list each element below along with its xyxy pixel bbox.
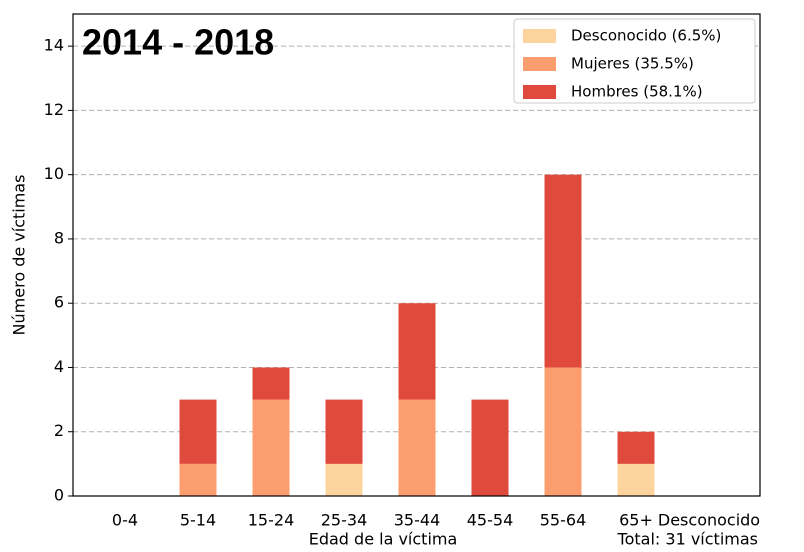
legend-swatch: [523, 57, 556, 71]
y-tick-label: 14: [44, 36, 64, 55]
x-tick-label: 0-4: [112, 511, 138, 530]
legend-box: [513, 18, 756, 104]
plot-frame: [72, 13, 761, 497]
y-tick-label: 8: [54, 228, 64, 247]
x-tick-label: 35-44: [394, 511, 441, 530]
y-tick-label: 4: [54, 357, 64, 376]
bar-segment: [544, 174, 582, 368]
x-tick-label: 5-14: [180, 511, 216, 530]
y-tick-label: 2: [54, 421, 64, 440]
bar-segment: [252, 399, 290, 496]
bar-segment: [179, 399, 217, 464]
y-tick-label: 0: [54, 486, 64, 505]
bar-segment: [617, 463, 655, 496]
total-note: Total: 31 víctimas: [617, 530, 758, 549]
bar-segment: [544, 367, 582, 496]
bar-segment: [252, 367, 290, 400]
bar-segment: [325, 399, 363, 464]
y-axis-label: Número de víctimas: [10, 175, 29, 336]
x-tick-label: 25-34: [321, 511, 368, 530]
chart-title: 2014 - 2018: [82, 22, 274, 63]
x-tick-label: 65+: [619, 511, 653, 530]
bar-segment: [179, 463, 217, 496]
bar-segment: [398, 303, 436, 400]
legend-label: Hombres (58.1%): [571, 83, 703, 101]
y-tick-label: 10: [44, 164, 64, 183]
legend-label: Mujeres (35.5%): [571, 55, 694, 73]
bar-segment: [325, 463, 363, 496]
legend-swatch: [523, 29, 556, 43]
x-tick-label: 15-24: [248, 511, 295, 530]
x-tick-label: 45-54: [467, 511, 514, 530]
legend-swatch: [523, 85, 556, 99]
x-tick-label: 55-64: [540, 511, 587, 530]
bar-segment: [617, 431, 655, 464]
y-tick-label: 12: [44, 100, 64, 119]
x-axis-label: Edad de la víctima: [309, 530, 458, 549]
bar-segment: [398, 399, 436, 496]
x-tick-label: Desconocido: [658, 511, 760, 530]
y-tick-label: 6: [54, 293, 64, 312]
bar-segment: [471, 399, 509, 496]
legend-label: Desconocido (6.5%): [571, 27, 721, 45]
